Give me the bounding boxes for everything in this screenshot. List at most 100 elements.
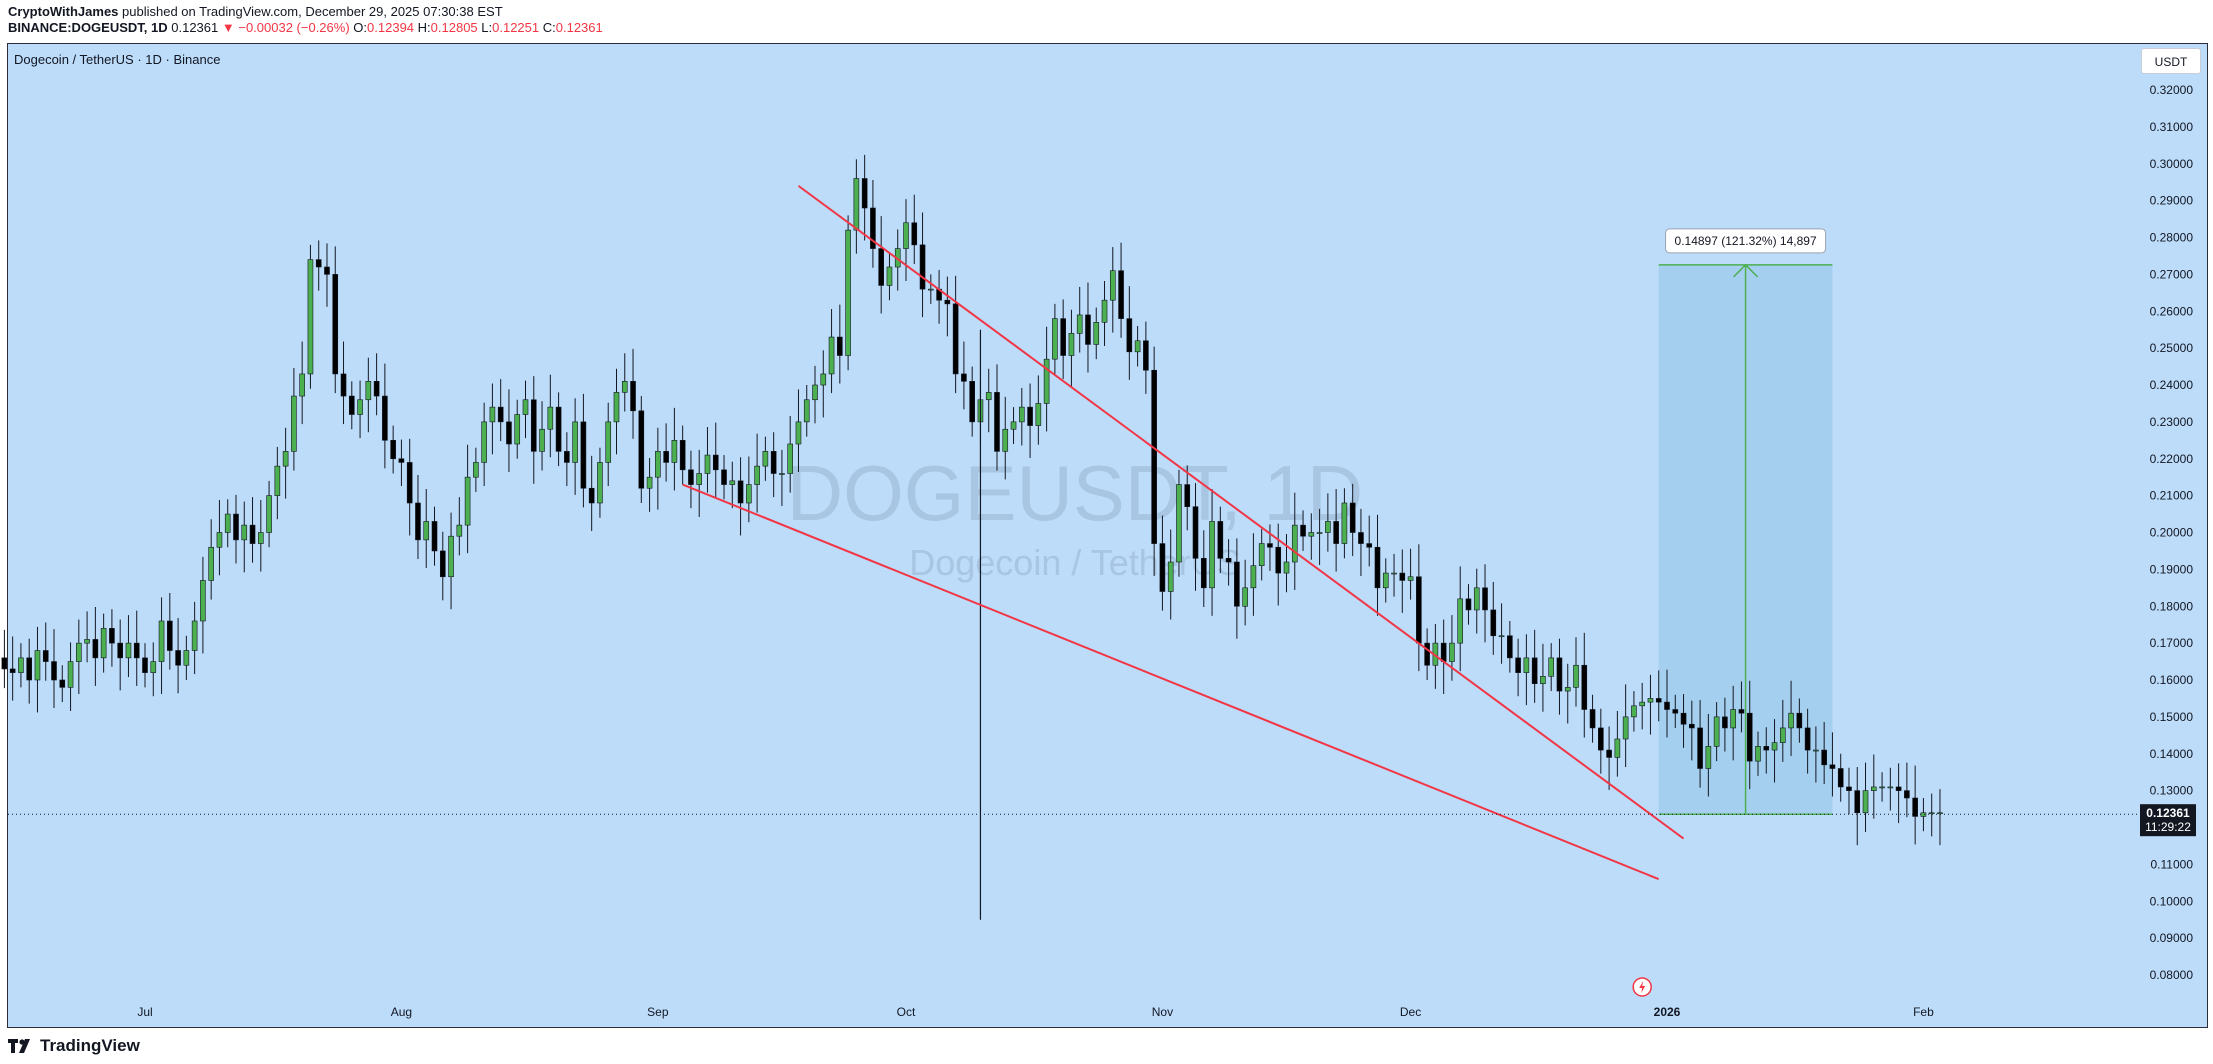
- published-text: published on TradingView.com, December 2…: [118, 4, 503, 19]
- candle-up: [754, 465, 760, 485]
- candle-down: [415, 502, 421, 541]
- candle-up: [1176, 484, 1182, 563]
- price-tick-label: 0.08000: [2150, 968, 2194, 982]
- time-tick-label: Oct: [897, 1005, 916, 1019]
- symbol-label: BINANCE:DOGEUSDT, 1D: [8, 20, 168, 35]
- candle-up: [1862, 790, 1869, 814]
- trendline-upper[interactable]: [797, 185, 1685, 840]
- wedge-trendlines[interactable]: [682, 185, 1685, 881]
- bar-countdown: 11:29:22: [2145, 820, 2191, 834]
- watermark-symbol: DOGEUSDT, 1D: [787, 449, 1363, 537]
- measure-label: 0.14897 (121.32%) 14,897: [1675, 234, 1817, 248]
- time-axis[interactable]: Jul Aug Sep Oct Nov Dec 2026 Feb: [137, 1005, 1934, 1019]
- price-tick-label: 0.28000: [2150, 231, 2194, 245]
- candle-down: [1060, 318, 1066, 356]
- candle-up: [464, 476, 471, 526]
- candle-up: [1771, 742, 1778, 751]
- candlestick-series: [1, 154, 1943, 920]
- candle-up: [1101, 299, 1108, 323]
- candle-down: [679, 440, 686, 471]
- candle-up: [729, 480, 736, 485]
- candle-up: [224, 513, 231, 533]
- candle-down: [1556, 657, 1563, 692]
- currency-button[interactable]: USDT: [2141, 48, 2201, 74]
- candle-down: [26, 657, 32, 681]
- watermark-name: Dogecoin / TetherUS: [909, 542, 1241, 583]
- candle-up: [1035, 403, 1042, 426]
- candle-up: [1382, 572, 1389, 589]
- candle-down: [994, 392, 1000, 452]
- candle-down: [1085, 314, 1091, 345]
- candle-up: [1870, 786, 1877, 791]
- price-tick-label: 0.11000: [2151, 857, 2194, 871]
- candle-down: [1465, 598, 1472, 611]
- candle-down: [249, 524, 256, 544]
- price-axis[interactable]: 0.32000 0.31000 0.30000 0.29000 0.28000 0.270…: [2150, 83, 2194, 982]
- candle-down: [1, 657, 8, 670]
- candle-down: [390, 440, 396, 460]
- candle-down: [109, 628, 115, 644]
- projection-range[interactable]: [1658, 263, 1833, 815]
- candle-up: [928, 288, 934, 291]
- chart-title: Dogecoin / TetherUS · 1D · Binance: [14, 52, 221, 67]
- price-tick-label: 0.24000: [2150, 378, 2194, 392]
- candle-up: [266, 495, 272, 533]
- publish-header: CryptoWithJames published on TradingView…: [8, 4, 503, 20]
- tradingview-logo[interactable]: TradingView: [8, 1036, 140, 1056]
- time-tick-label: Jul: [137, 1005, 152, 1019]
- candle-down: [332, 274, 339, 375]
- candle-up: [1705, 746, 1712, 769]
- candle-down: [133, 642, 140, 659]
- candle-down: [1192, 506, 1199, 559]
- candle-up: [1093, 322, 1100, 345]
- candle-down: [1589, 709, 1596, 729]
- candle-down: [1680, 712, 1687, 725]
- candle-up: [985, 392, 992, 401]
- candle-down: [142, 657, 148, 673]
- candle-down: [1482, 587, 1488, 611]
- candle-up: [795, 421, 802, 445]
- time-tick-label: Aug: [391, 1005, 412, 1019]
- candle-up: [1010, 421, 1017, 430]
- candle-down: [1217, 521, 1224, 559]
- candle-up: [1167, 561, 1174, 592]
- candle-down: [1507, 635, 1513, 659]
- chart-plot-area[interactable]: [8, 44, 2208, 1027]
- target-arrow-head: [1733, 263, 1759, 278]
- time-tick-label: 2026: [1654, 1005, 1681, 1019]
- candle-up: [489, 406, 496, 423]
- author-name[interactable]: CryptoWithJames: [8, 4, 119, 19]
- candle-up: [1523, 657, 1530, 673]
- last-price-value: 0.12361: [2146, 806, 2190, 820]
- candle-down: [315, 259, 322, 268]
- candle-up: [605, 421, 612, 463]
- candle-down: [1821, 749, 1827, 766]
- candle-up: [779, 473, 785, 475]
- candle-up: [1879, 786, 1885, 789]
- price-tick-label: 0.22000: [2150, 452, 2194, 466]
- candle-down: [1598, 727, 1604, 751]
- time-tick-label: Feb: [1913, 1005, 1934, 1019]
- symbol-watermark: DOGEUSDT, 1D Dogecoin / TetherUS: [787, 449, 1363, 583]
- candle-up: [1291, 524, 1298, 563]
- candle-down: [663, 451, 669, 463]
- candle-up: [1283, 561, 1290, 574]
- price-tick-label: 0.26000: [2150, 304, 2194, 318]
- candle-down: [919, 244, 926, 290]
- candle-down: [1763, 746, 1770, 751]
- candle-up: [1548, 657, 1554, 677]
- price-tick-label: 0.13000: [2150, 784, 2194, 798]
- lightning-icon[interactable]: [1639, 981, 1646, 993]
- time-tick-label: Sep: [647, 1005, 669, 1019]
- trendline-lower[interactable]: [682, 483, 1660, 881]
- candle-up: [84, 639, 90, 644]
- price-tick-label: 0.18000: [2150, 599, 2194, 613]
- candle-down: [1374, 546, 1381, 589]
- candle-up: [456, 524, 463, 537]
- candle-up: [1813, 749, 1819, 752]
- price-tick-label: 0.16000: [2150, 673, 2194, 687]
- candle-down: [1531, 657, 1538, 684]
- candle-down: [1606, 749, 1612, 758]
- candle-up: [100, 628, 107, 659]
